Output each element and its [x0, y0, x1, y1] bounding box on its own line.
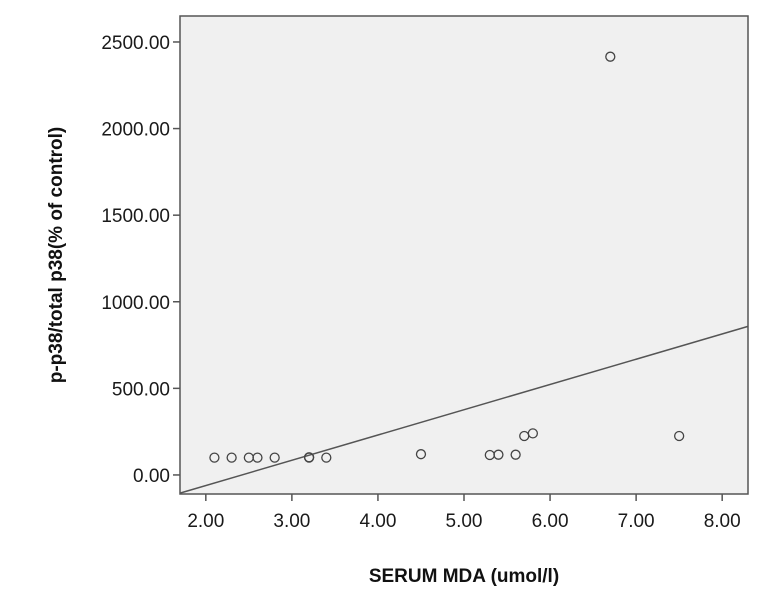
- plot-area: [179, 15, 749, 495]
- data-point: [321, 452, 332, 463]
- y-tick-label: 2000.00: [101, 120, 170, 141]
- x-axis: 2.00 3.00 4.00 5.00 6.00 7.00 8.00: [187, 494, 741, 532]
- data-point: [303, 452, 315, 463]
- x-tick-label: 5.00: [446, 511, 483, 532]
- data-point: [269, 452, 280, 463]
- fit-line: [179, 325, 749, 494]
- y-tick-label: 2500.00: [101, 33, 170, 54]
- data-point: [226, 452, 237, 463]
- x-tick-label: 3.00: [273, 511, 310, 532]
- data-point: [415, 449, 427, 460]
- x-tick-label: 6.00: [532, 511, 569, 532]
- y-tick-label: 500.00: [112, 379, 170, 400]
- x-tick-label: 7.00: [618, 511, 655, 532]
- data-point: [209, 452, 220, 463]
- data-point: [493, 449, 504, 460]
- data-point: [605, 51, 616, 62]
- x-tick-label: 4.00: [359, 511, 396, 532]
- y-axis-title: p-p38/total p38(% of control): [46, 127, 67, 384]
- data-points: [209, 51, 685, 463]
- data-point: [510, 449, 521, 460]
- x-axis-title: SERUM MDA (umol/l): [369, 566, 559, 587]
- y-tick-label: 0.00: [133, 466, 170, 487]
- data-point: [674, 430, 685, 442]
- x-tick-label: 2.00: [187, 511, 224, 532]
- x-tick-label: 8.00: [704, 511, 741, 532]
- data-point: [252, 452, 263, 463]
- data-point: [527, 428, 538, 439]
- y-tick-label: 1500.00: [101, 206, 170, 227]
- y-axis: 0.00 500.00 1000.00 1500.00 2000.00 2500.00: [101, 33, 180, 487]
- y-tick-label: 1000.00: [101, 293, 170, 314]
